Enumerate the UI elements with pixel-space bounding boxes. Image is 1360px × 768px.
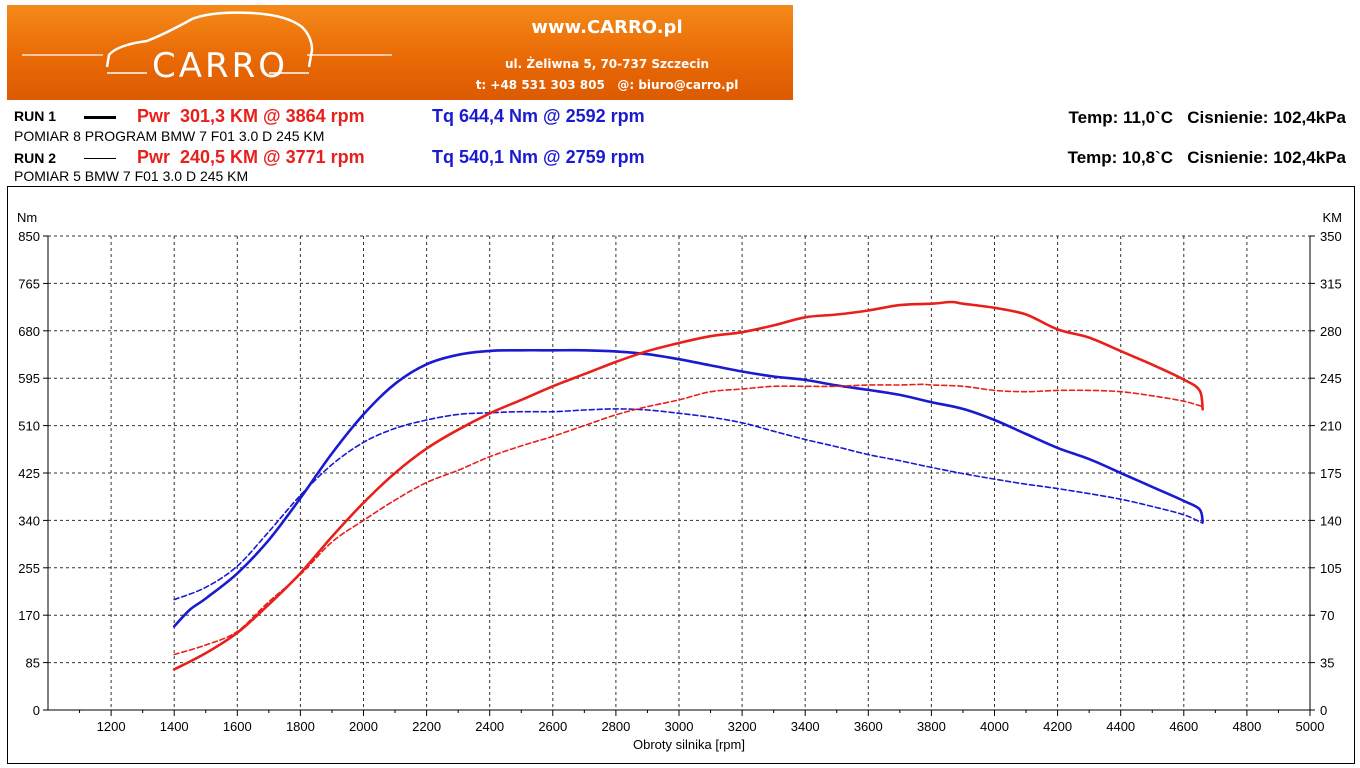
car-silhouette-icon — [105, 11, 314, 68]
y-right-tick-label: 245 — [1320, 371, 1342, 386]
x-tick-label: 3200 — [728, 719, 757, 734]
series-layer — [172, 300, 1204, 671]
run2-power: Pwr 240,5 KM @ 3771 rpm — [137, 147, 365, 167]
y-left-tick-label: 680 — [18, 324, 40, 339]
run1-description: POMIAR 8 PROGRAM BMW 7 F01 3.0 D 245 KM — [14, 128, 325, 144]
carro-logo: CARRO — [22, 11, 392, 86]
run1-power: Pwr 301,3 KM @ 3864 rpm — [137, 106, 365, 126]
y-right-unit-label: KM — [1323, 210, 1343, 225]
y-left-tick-label: 340 — [18, 513, 40, 528]
x-tick-label: 2000 — [349, 719, 378, 734]
x-tick-label: 4200 — [1043, 719, 1072, 734]
y-right-tick-label: 315 — [1320, 276, 1342, 291]
x-tick-label: 3800 — [917, 719, 946, 734]
y-left-tick-label: 85 — [26, 656, 40, 671]
run2-label: RUN 2 — [14, 150, 57, 166]
run2-line-sample — [84, 158, 116, 159]
run2-torque: Tq 540,1 Nm @ 2759 rpm — [432, 147, 645, 167]
series-line-run-2-power — [173, 383, 1204, 656]
x-tick-label: 1800 — [286, 719, 315, 734]
y-right-tick-label: 210 — [1320, 419, 1342, 434]
header-banner: CARRO www.CARRO.pl ul. Żeliwna 5, 70-737… — [7, 5, 793, 100]
y-left-tick-label: 850 — [18, 229, 40, 244]
run2-description: POMIAR 5 BMW 7 F01 3.0 D 245 KM — [14, 168, 249, 184]
y-right-tick-label: 280 — [1320, 324, 1342, 339]
run1-label: RUN 1 — [14, 108, 57, 124]
y-left-unit-label: Nm — [17, 210, 37, 225]
y-left-tick-label: 255 — [18, 561, 40, 576]
x-tick-label: 1600 — [223, 719, 252, 734]
x-tick-label: 3000 — [665, 719, 694, 734]
x-tick-label: 4000 — [980, 719, 1009, 734]
y-right-tick-label: 70 — [1320, 608, 1334, 623]
x-tick-label: 1400 — [160, 719, 189, 734]
run1-torque: Tq 644,4 Nm @ 2592 rpm — [432, 106, 645, 126]
y-left-tick-label: 765 — [18, 276, 40, 291]
x-tick-label: 4400 — [1106, 719, 1135, 734]
address: ul. Żeliwna 5, 70-737 Szczecin — [505, 57, 709, 71]
y-left-tick-label: 170 — [18, 608, 40, 623]
contact-info: t: +48 531 303 805 @: biuro@carro.pl — [475, 78, 739, 92]
series-line-run-1-power — [172, 300, 1204, 671]
x-tick-label: 2600 — [538, 719, 567, 734]
x-tick-label: 5000 — [1296, 719, 1325, 734]
y-left-tick-label: 425 — [18, 466, 40, 481]
x-tick-label: 3600 — [854, 719, 883, 734]
series-line-run-1-torque — [172, 348, 1204, 628]
series-line-run-2-torque — [173, 408, 1204, 601]
x-tick-label: 2800 — [601, 719, 630, 734]
x-tick-label: 2200 — [412, 719, 441, 734]
y-left-tick-label: 510 — [18, 419, 40, 434]
y-right-tick-label: 175 — [1320, 466, 1342, 481]
x-tick-label: 4600 — [1169, 719, 1198, 734]
y-left-tick-label: 595 — [18, 371, 40, 386]
y-right-tick-label: 350 — [1320, 229, 1342, 244]
website-url[interactable]: www.CARRO.pl — [531, 17, 683, 38]
x-tick-label: 2400 — [475, 719, 504, 734]
y-right-tick-label: 35 — [1320, 656, 1334, 671]
run1-conditions: Temp: 11,0`C Cisnienie: 102,4kPa — [1068, 108, 1346, 127]
y-left-tick-label: 0 — [33, 703, 40, 718]
axes: 1200 1400 1600 1800 2000 2200 2400 2600 2800 3000… — [17, 210, 1342, 752]
run2-conditions: Temp: 10,8`C Cisnienie: 102,4kPa — [1067, 148, 1346, 167]
run1-line-sample — [84, 116, 116, 119]
x-tick-label: 4800 — [1232, 719, 1261, 734]
chart-frame — [7, 186, 1355, 764]
x-tick-label: 3400 — [791, 719, 820, 734]
logo-text: CARRO — [152, 46, 288, 86]
y-right-tick-label: 140 — [1320, 513, 1342, 528]
y-right-tick-label: 0 — [1320, 703, 1327, 718]
y-right-tick-label: 105 — [1320, 561, 1342, 576]
x-axis-title: Obroty silnika [rpm] — [633, 737, 745, 752]
x-tick-label: 1200 — [97, 719, 126, 734]
